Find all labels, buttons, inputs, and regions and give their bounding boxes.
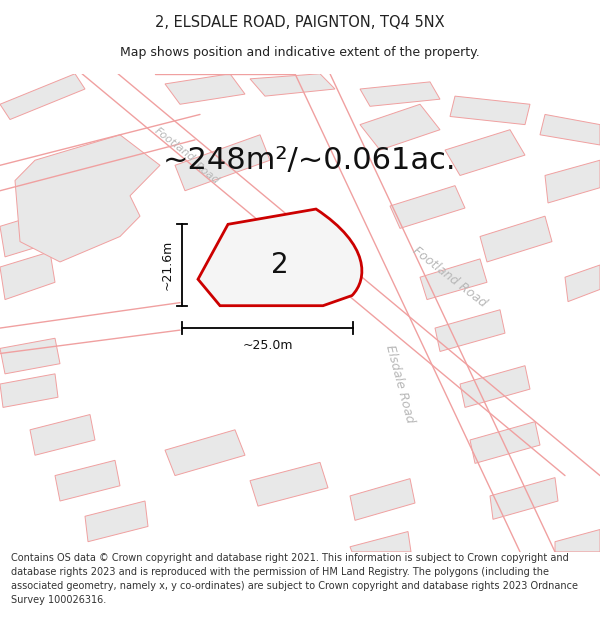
- Polygon shape: [545, 160, 600, 203]
- Text: Contains OS data © Crown copyright and database right 2021. This information is : Contains OS data © Crown copyright and d…: [11, 553, 578, 605]
- Polygon shape: [435, 310, 505, 351]
- Polygon shape: [390, 186, 465, 228]
- Polygon shape: [460, 366, 530, 408]
- Polygon shape: [450, 96, 530, 124]
- Polygon shape: [250, 462, 328, 506]
- Polygon shape: [420, 259, 487, 299]
- Polygon shape: [165, 430, 245, 476]
- Polygon shape: [0, 338, 60, 374]
- Text: 2, ELSDALE ROAD, PAIGNTON, TQ4 5NX: 2, ELSDALE ROAD, PAIGNTON, TQ4 5NX: [155, 15, 445, 30]
- Polygon shape: [55, 461, 120, 501]
- Polygon shape: [350, 531, 411, 552]
- Polygon shape: [565, 265, 600, 302]
- Polygon shape: [490, 478, 558, 519]
- Polygon shape: [15, 135, 160, 262]
- Polygon shape: [360, 104, 440, 150]
- Text: ~25.0m: ~25.0m: [242, 339, 293, 352]
- Polygon shape: [175, 135, 270, 191]
- Text: Footland: Footland: [153, 126, 197, 164]
- PathPatch shape: [198, 209, 362, 306]
- Polygon shape: [0, 252, 55, 299]
- Polygon shape: [0, 74, 85, 119]
- Text: ~21.6m: ~21.6m: [161, 240, 173, 290]
- Polygon shape: [30, 414, 95, 455]
- Text: Elsdale Road: Elsdale Road: [383, 344, 416, 424]
- Polygon shape: [165, 74, 245, 104]
- Text: 2: 2: [271, 251, 289, 279]
- Text: ~248m²/~0.061ac.: ~248m²/~0.061ac.: [163, 146, 457, 175]
- Polygon shape: [250, 74, 335, 96]
- Text: Map shows position and indicative extent of the property.: Map shows position and indicative extent…: [120, 46, 480, 59]
- Polygon shape: [0, 211, 55, 257]
- Text: Road: Road: [193, 161, 221, 186]
- Polygon shape: [445, 130, 525, 176]
- Polygon shape: [555, 529, 600, 552]
- Polygon shape: [85, 501, 148, 542]
- Polygon shape: [480, 216, 552, 262]
- Text: Footland Road: Footland Road: [410, 244, 490, 310]
- Polygon shape: [470, 422, 540, 463]
- Polygon shape: [540, 114, 600, 145]
- Polygon shape: [360, 82, 440, 106]
- Polygon shape: [350, 479, 415, 521]
- Polygon shape: [0, 374, 58, 408]
